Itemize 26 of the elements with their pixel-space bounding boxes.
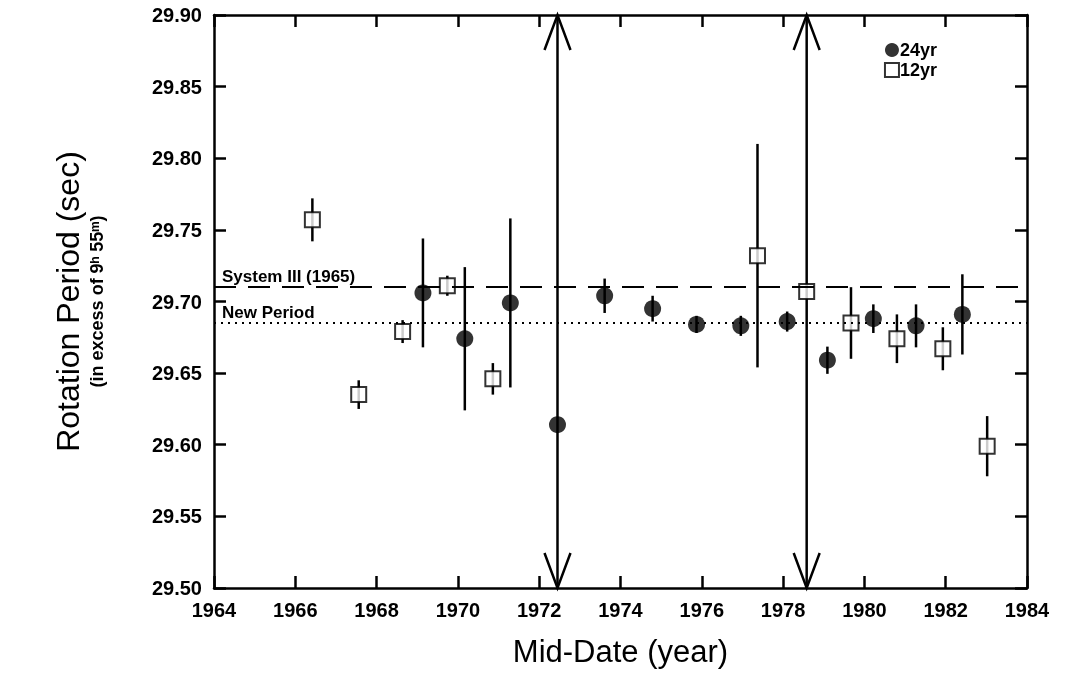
y-tick-label: 29.65 bbox=[151, 362, 202, 385]
x-tick-label: 1980 bbox=[842, 599, 887, 621]
x-tick-label: 1966 bbox=[273, 599, 318, 621]
y-tick-label: 29.50 bbox=[151, 577, 202, 599]
y-tick-label: 29.75 bbox=[151, 218, 202, 241]
x-tick-label: 1970 bbox=[435, 599, 481, 621]
y-tick-label: 29.70 bbox=[151, 290, 202, 313]
legend-label: 12yr bbox=[899, 60, 938, 80]
x-tick-label: 1968 bbox=[354, 599, 399, 621]
ref-line-label: System III (1965) bbox=[222, 267, 356, 287]
x-tick-label: 1974 bbox=[598, 599, 644, 621]
legend-label: 24yr bbox=[899, 40, 938, 60]
x-tick-label: 1964 bbox=[191, 599, 238, 621]
x-tick-label: 1976 bbox=[679, 599, 725, 621]
y-tick-label: 29.90 bbox=[151, 4, 202, 26]
x-tick-label: 1978 bbox=[760, 599, 806, 621]
y-tick-label: 29.80 bbox=[151, 147, 202, 170]
x-tick-label: 1984 bbox=[1004, 599, 1051, 621]
y-tick-label: 29.60 bbox=[151, 433, 202, 456]
y-axis-title: Rotation Period (sec) (in excess of 9ʰ 55ᵐ) bbox=[50, 151, 107, 452]
x-tick-label: 1972 bbox=[516, 599, 562, 621]
y-tick-label: 29.55 bbox=[151, 505, 202, 528]
x-axis-title: Mid-Date (year) bbox=[512, 634, 729, 669]
y-tick-label: 29.85 bbox=[151, 75, 202, 98]
ref-line-label: New Period bbox=[222, 302, 315, 322]
x-tick-label: 1982 bbox=[923, 599, 968, 621]
